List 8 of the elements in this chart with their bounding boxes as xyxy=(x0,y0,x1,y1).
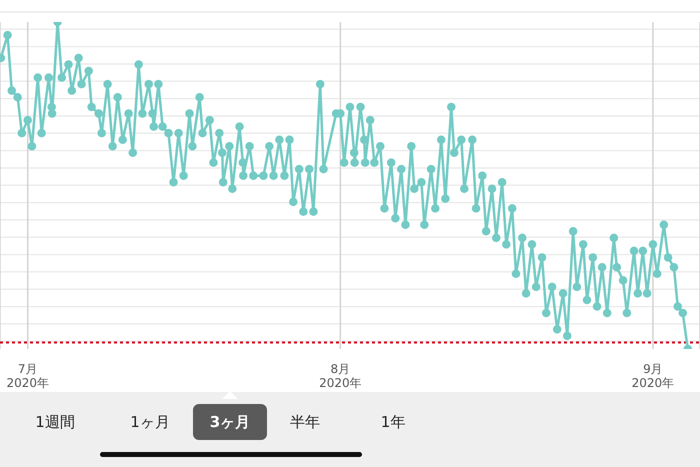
text: 3ヶ月 xyxy=(210,413,250,431)
text: 1年 xyxy=(380,413,406,431)
x-tick-label: 9月 2020年 xyxy=(632,362,674,390)
text: 1週間 xyxy=(35,413,75,431)
x-tick-label: 8月 2020年 xyxy=(319,362,362,390)
text: 1ヶ月 xyxy=(130,413,170,431)
x-tick-label: 7月 2020年 xyxy=(6,362,50,390)
text: 半年 xyxy=(290,413,320,431)
